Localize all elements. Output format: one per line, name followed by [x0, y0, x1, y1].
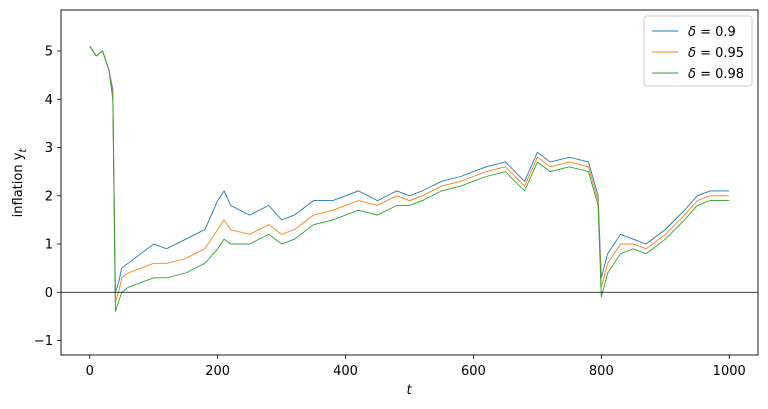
y-tick-label: 5: [45, 45, 53, 60]
x-tick-label: 0: [86, 364, 94, 379]
y-axis-label: inflation yt: [11, 148, 29, 218]
series-line-2: [89, 45, 730, 312]
legend-box: [643, 15, 753, 87]
x-axis: 0 200 400 600 800 1000: [86, 355, 746, 379]
x-axis-label: t: [406, 383, 412, 398]
plot-series: [89, 45, 730, 312]
x-tick-label: 1000: [713, 364, 746, 379]
y-axis-label-subscript: t: [18, 148, 29, 153]
y-tick-label: 2: [45, 189, 53, 204]
x-tick-label: 400: [333, 364, 358, 379]
y-axis: −1 0 1 2 3 4 5: [34, 45, 61, 349]
x-tick-label: 800: [589, 364, 614, 379]
legend-value: = 0.95: [696, 46, 744, 61]
y-axis-label-text: inflation y: [11, 152, 26, 217]
legend-symbol: δ: [688, 67, 696, 82]
y-tick-label: 4: [45, 93, 53, 108]
y-tick-label: −1: [34, 334, 53, 349]
legend: δ = 0.9δ = 0.95δ = 0.98: [643, 15, 753, 87]
series-line-0: [89, 45, 730, 293]
legend-label-2: δ = 0.98: [688, 67, 744, 82]
legend-label-1: δ = 0.95: [688, 46, 744, 61]
legend-label-0: δ = 0.9: [688, 25, 736, 40]
series-line-1: [89, 45, 730, 303]
legend-value: = 0.98: [696, 67, 744, 82]
y-tick-label: 3: [45, 141, 53, 156]
plot-frame: [60, 9, 759, 356]
legend-value: = 0.9: [696, 25, 736, 40]
x-tick-label: 600: [461, 364, 486, 379]
x-tick-label: 200: [205, 364, 230, 379]
legend-symbol: δ: [688, 46, 696, 61]
legend-symbol: δ: [688, 25, 696, 40]
y-tick-label: 1: [45, 238, 53, 253]
y-tick-label: 0: [45, 286, 53, 301]
